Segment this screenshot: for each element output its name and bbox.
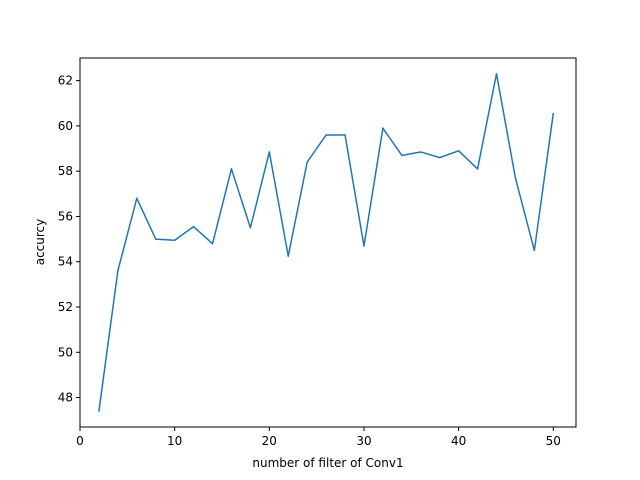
x-axis-label: number of filter of Conv1 [252,456,403,470]
data-point [306,161,308,163]
y-tick-label: 62 [58,74,73,88]
y-tick-label: 48 [58,391,73,405]
data-point [211,242,214,245]
axes-frame [79,57,577,428]
data-point [457,150,460,152]
y-tick-label: 60 [58,119,73,133]
data-point [476,168,479,170]
data-point [192,225,195,228]
data-point [382,127,384,129]
data-point [325,134,327,136]
y-tick-label: 54 [58,255,73,269]
y-axis-ticks: 48 50 52 54 56 58 60 62 [58,74,80,405]
y-tick-label: 50 [58,345,73,359]
data-point [401,154,403,157]
y-tick-label: 52 [58,300,73,314]
x-tick-label: 40 [451,434,466,448]
x-axis-ticks: 0 10 20 30 40 50 [76,427,561,448]
data-point [287,255,289,257]
data-point [514,177,517,179]
data-point [363,245,365,247]
data-point [268,151,271,153]
x-tick-label: 20 [262,434,277,448]
y-axis-label: accurcy [33,219,47,266]
x-tick-label: 10 [167,434,182,448]
data-point [438,156,441,159]
x-tick-label: 0 [76,434,84,448]
data-point [117,270,119,272]
x-tick-label: 50 [546,434,561,448]
y-tick-label: 56 [58,209,73,223]
data-point [495,73,498,75]
data-point [230,168,233,170]
data-point [173,239,176,241]
y-tick-label: 58 [58,164,73,178]
plot-area [98,73,555,412]
data-point [98,410,100,412]
data-point [249,227,252,229]
data-point [420,151,422,153]
data-point [533,249,536,252]
data-point [136,197,138,200]
x-tick-label: 30 [356,434,371,448]
data-point [552,112,555,115]
data-point [154,238,157,240]
data-point [344,134,346,136]
